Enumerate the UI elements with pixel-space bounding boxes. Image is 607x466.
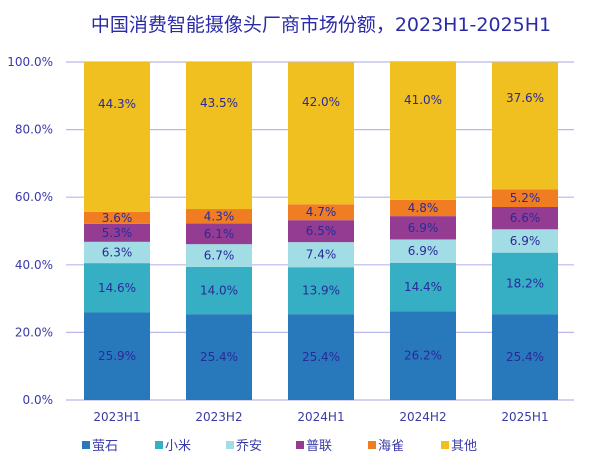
bar-segment bbox=[84, 241, 150, 264]
bar-segment bbox=[84, 312, 150, 400]
data-labels: 25.9% 14.6% 6.3% 5.3%3.6% 44.3% 25.4% 14.0% 6.7… bbox=[98, 91, 544, 364]
bar-segment bbox=[84, 263, 150, 313]
data-label: 6.9% bbox=[408, 221, 439, 235]
data-label: 5.3% bbox=[102, 226, 133, 240]
bar-segment bbox=[288, 204, 354, 221]
legend-item: 海雀 bbox=[368, 439, 404, 454]
data-label: 43.5% bbox=[200, 96, 238, 110]
bar-segment bbox=[492, 207, 558, 230]
x-tick-label: 2023H2 bbox=[195, 410, 242, 424]
data-label: 6.5% bbox=[306, 224, 337, 238]
bar-segment bbox=[492, 252, 558, 315]
bar-segment bbox=[84, 223, 150, 242]
legend-swatch bbox=[82, 441, 90, 449]
data-label: 6.7% bbox=[204, 249, 235, 263]
bar-segment bbox=[390, 216, 456, 240]
y-tick-label: 100.0% bbox=[7, 55, 53, 69]
legend-item: 其他 bbox=[441, 439, 477, 454]
data-label: 26.2% bbox=[404, 349, 442, 363]
data-label: 6.9% bbox=[408, 244, 439, 258]
bar-segment bbox=[186, 209, 252, 224]
bar-segment bbox=[186, 62, 252, 210]
bar-segment bbox=[390, 199, 456, 217]
legend-swatch bbox=[368, 441, 376, 449]
bar-segment bbox=[186, 266, 252, 315]
bar-segment bbox=[288, 220, 354, 243]
data-label: 25.9% bbox=[98, 349, 136, 363]
data-label: 7.4% bbox=[306, 248, 337, 262]
legend-swatch bbox=[441, 441, 449, 449]
legend-label: 乔安 bbox=[236, 439, 262, 454]
y-tick-label: 80.0% bbox=[15, 123, 53, 137]
bar-segment bbox=[390, 311, 456, 400]
bar-segment bbox=[492, 189, 558, 208]
chart-title: 中国消费智能摄像头厂商市场份额，2023H1-2025H1 bbox=[90, 14, 552, 36]
y-tick-label: 20.0% bbox=[15, 325, 53, 339]
bar-segment bbox=[288, 267, 354, 315]
y-axis-ticks: 0.0% 20.0% 40.0% 60.0% 80.0% 100.0% bbox=[7, 55, 53, 407]
data-label: 4.3% bbox=[204, 209, 235, 223]
legend-label: 萤石 bbox=[92, 439, 118, 454]
data-label: 25.4% bbox=[200, 350, 238, 364]
y-tick-label: 0.0% bbox=[23, 393, 54, 407]
legend-label: 小米 bbox=[165, 439, 191, 454]
x-tick-label: 2025H1 bbox=[501, 410, 548, 424]
data-label: 14.6% bbox=[98, 281, 136, 295]
data-label: 37.6% bbox=[506, 91, 544, 105]
bar-segment bbox=[186, 244, 252, 267]
data-label: 41.0% bbox=[404, 93, 442, 107]
bar-segment bbox=[390, 262, 456, 312]
bar-segment bbox=[84, 211, 150, 224]
data-label: 3.6% bbox=[102, 211, 133, 225]
legend-item: 普联 bbox=[296, 439, 332, 454]
y-tick-label: 60.0% bbox=[15, 190, 53, 204]
data-label: 14.4% bbox=[404, 280, 442, 294]
data-label: 25.4% bbox=[506, 350, 544, 364]
x-axis-ticks: 2023H1 2023H2 2024H1 2024H2 2025H1 bbox=[93, 410, 548, 424]
bar-segment bbox=[186, 223, 252, 245]
legend-label: 普联 bbox=[306, 439, 332, 454]
bar-segment bbox=[390, 61, 456, 200]
y-tick-label: 40.0% bbox=[15, 258, 53, 272]
data-label: 5.2% bbox=[510, 191, 541, 205]
legend-item: 小米 bbox=[155, 439, 191, 454]
bar-segment bbox=[390, 239, 456, 263]
legend-swatch bbox=[226, 441, 234, 449]
data-label: 6.9% bbox=[510, 234, 541, 248]
bar-segment bbox=[288, 314, 354, 400]
bar-segment bbox=[492, 62, 558, 190]
data-label: 4.7% bbox=[306, 205, 337, 219]
data-label: 18.2% bbox=[506, 276, 544, 290]
data-label: 14.0% bbox=[200, 283, 238, 297]
legend-label: 其他 bbox=[451, 439, 477, 454]
bar-segment bbox=[84, 62, 150, 212]
data-label: 42.0% bbox=[302, 95, 340, 109]
bar-segment bbox=[492, 229, 558, 253]
data-label: 13.9% bbox=[302, 284, 340, 298]
bar-segment bbox=[288, 62, 354, 205]
data-label: 25.4% bbox=[302, 350, 340, 364]
bar-segment bbox=[288, 242, 354, 268]
data-label: 4.8% bbox=[408, 201, 439, 215]
legend-swatch bbox=[155, 441, 163, 449]
bar-segment bbox=[492, 314, 558, 400]
x-tick-label: 2024H2 bbox=[399, 410, 446, 424]
data-label: 44.3% bbox=[98, 97, 136, 111]
legend-item: 乔安 bbox=[226, 439, 262, 454]
data-label: 6.6% bbox=[510, 211, 541, 225]
bars bbox=[84, 61, 558, 400]
data-label: 6.3% bbox=[102, 245, 133, 259]
legend: 萤石 小米 乔安 普联 海雀 其他 bbox=[82, 439, 477, 454]
data-label: 6.1% bbox=[204, 227, 235, 241]
legend-item: 萤石 bbox=[82, 439, 118, 454]
legend-swatch bbox=[296, 441, 304, 449]
x-tick-label: 2023H1 bbox=[93, 410, 140, 424]
legend-label: 海雀 bbox=[378, 439, 404, 454]
bar-segment bbox=[186, 314, 252, 400]
x-tick-label: 2024H1 bbox=[297, 410, 344, 424]
